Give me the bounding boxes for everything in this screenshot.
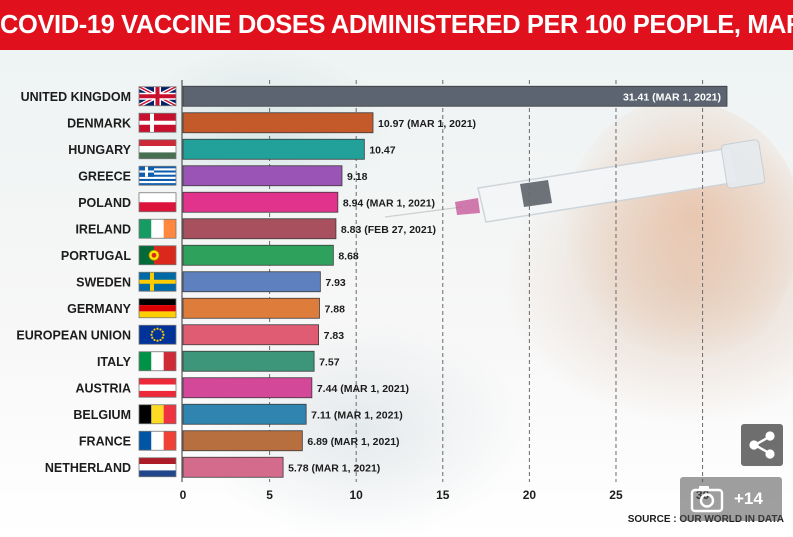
chart-title-text: COVID-19 VACCINE DOSES ADMINISTERED PER …: [0, 11, 793, 39]
category-label: NETHERLAND: [45, 461, 131, 475]
x-tick-label: 5: [266, 488, 273, 502]
gallery-button[interactable]: +14: [680, 477, 782, 521]
data-label: 7.93: [325, 277, 346, 289]
share-icon: [749, 431, 775, 459]
data-label: 8.83 (FEB 27, 2021): [341, 224, 436, 236]
x-tick-labels: 051015202530: [180, 488, 710, 502]
data-label: 31.41 (MAR 1, 2021): [623, 91, 721, 103]
data-label: 8.68: [338, 250, 359, 262]
category-label: AUSTRIA: [75, 381, 131, 395]
x-tick-label: 20: [523, 488, 537, 502]
bar: [182, 271, 321, 293]
flag-sweden-icon: [138, 271, 177, 292]
bar: [182, 377, 313, 399]
category-label: FRANCE: [79, 434, 131, 448]
flag-ireland-icon: [138, 218, 177, 239]
flag-italy-icon: [138, 351, 177, 372]
flag-greece-icon: [138, 165, 177, 186]
category-label: IRELAND: [75, 222, 131, 236]
data-label: 9.18: [347, 171, 368, 183]
bar: [182, 297, 320, 319]
value-labels: 31.41 (MAR 1, 2021) 10.97 (MAR 1, 2021) 10…: [288, 91, 721, 474]
category-label: POLAND: [78, 196, 131, 210]
gallery-count: +14: [734, 489, 763, 508]
bar: [182, 218, 337, 240]
x-tick-label: 0: [180, 488, 187, 502]
category-label: EUROPEAN UNION: [16, 328, 131, 342]
flag-eu-icon: [138, 324, 177, 345]
category-label: HUNGARY: [68, 143, 131, 157]
bar: [182, 403, 307, 425]
chart-title: COVID-19 VACCINE DOSES ADMINISTERED PER …: [0, 0, 793, 50]
data-label: 6.89 (MAR 1, 2021): [307, 436, 399, 448]
category-label: SWEDEN: [76, 275, 131, 289]
bar: [182, 324, 320, 346]
data-label: 7.88: [324, 303, 345, 315]
data-label: 7.44 (MAR 1, 2021): [317, 383, 409, 395]
category-label: GERMANY: [67, 302, 132, 316]
bar: [182, 165, 343, 187]
bar: [182, 244, 334, 266]
flag-germany-icon: [138, 298, 177, 319]
x-tick-label: 10: [350, 488, 364, 502]
flag-austria-icon: [138, 377, 177, 398]
data-label: 5.78 (MAR 1, 2021): [288, 462, 380, 474]
category-label: ITALY: [97, 355, 132, 369]
category-labels: UNITED KINGDOM DENMARK HUNGARY GREECE POLAND…: [16, 90, 131, 475]
data-label: 10.47: [369, 144, 395, 156]
category-label: UNITED KINGDOM: [21, 90, 131, 104]
bar: [182, 350, 315, 372]
bar: [182, 85, 728, 107]
category-label: GREECE: [78, 169, 131, 183]
flag-france-icon: [138, 430, 177, 451]
data-label: 7.11 (MAR 1, 2021): [311, 409, 403, 421]
flag-belgium-icon: [138, 404, 177, 425]
flag-portugal-icon: [138, 245, 177, 266]
bar: [182, 191, 339, 213]
bar: [182, 456, 284, 478]
bar: [182, 430, 303, 452]
flag-poland-icon: [138, 192, 177, 213]
data-label: 7.57: [319, 356, 340, 368]
data-label: 7.83: [324, 330, 345, 342]
category-label: DENMARK: [67, 116, 131, 130]
bars: [182, 85, 728, 478]
x-tick-label: 15: [436, 488, 450, 502]
flag-netherlands-icon: [138, 457, 177, 478]
share-button[interactable]: [741, 424, 783, 466]
flag-hungary-icon: [138, 139, 177, 160]
data-label: 8.94 (MAR 1, 2021): [343, 197, 435, 209]
data-label: 10.97 (MAR 1, 2021): [378, 118, 476, 130]
bar: [182, 112, 374, 134]
flag-uk-icon: [138, 84, 177, 108]
bar: [182, 138, 365, 160]
x-tick-label: 25: [609, 488, 623, 502]
flag-icons: [138, 84, 177, 478]
category-label: BELGIUM: [73, 408, 131, 422]
camera-icon: [690, 486, 724, 513]
category-label: PORTUGAL: [61, 249, 132, 263]
flag-denmark-icon: [138, 112, 177, 133]
